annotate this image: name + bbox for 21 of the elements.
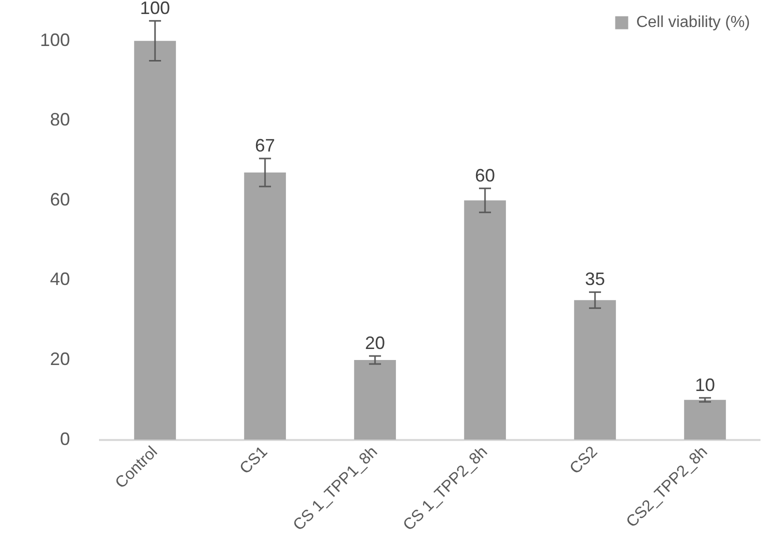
y-tick-label: 40 <box>50 269 70 290</box>
data-label: 35 <box>584 269 606 290</box>
data-label: 60 <box>475 165 496 186</box>
bar <box>354 360 396 440</box>
y-tick-label: 80 <box>50 110 70 130</box>
x-tick-label: CS1 <box>236 443 272 478</box>
data-label: 100 <box>140 0 170 18</box>
y-tick-label: 60 <box>50 189 70 210</box>
legend-label: Cell viability (%) <box>636 14 750 32</box>
data-label: 67 <box>255 135 276 156</box>
bar <box>134 40 176 440</box>
bar <box>244 172 286 440</box>
bar <box>684 400 726 440</box>
data-label: 10 <box>694 374 716 395</box>
y-tick-label: 20 <box>50 348 70 369</box>
y-tick-label: 0 <box>60 428 70 449</box>
data-label: 20 <box>365 332 386 353</box>
bar <box>464 200 506 440</box>
bar <box>574 300 616 440</box>
x-tick-label: CS2 <box>566 443 602 478</box>
y-tick-label: 100 <box>40 30 70 50</box>
